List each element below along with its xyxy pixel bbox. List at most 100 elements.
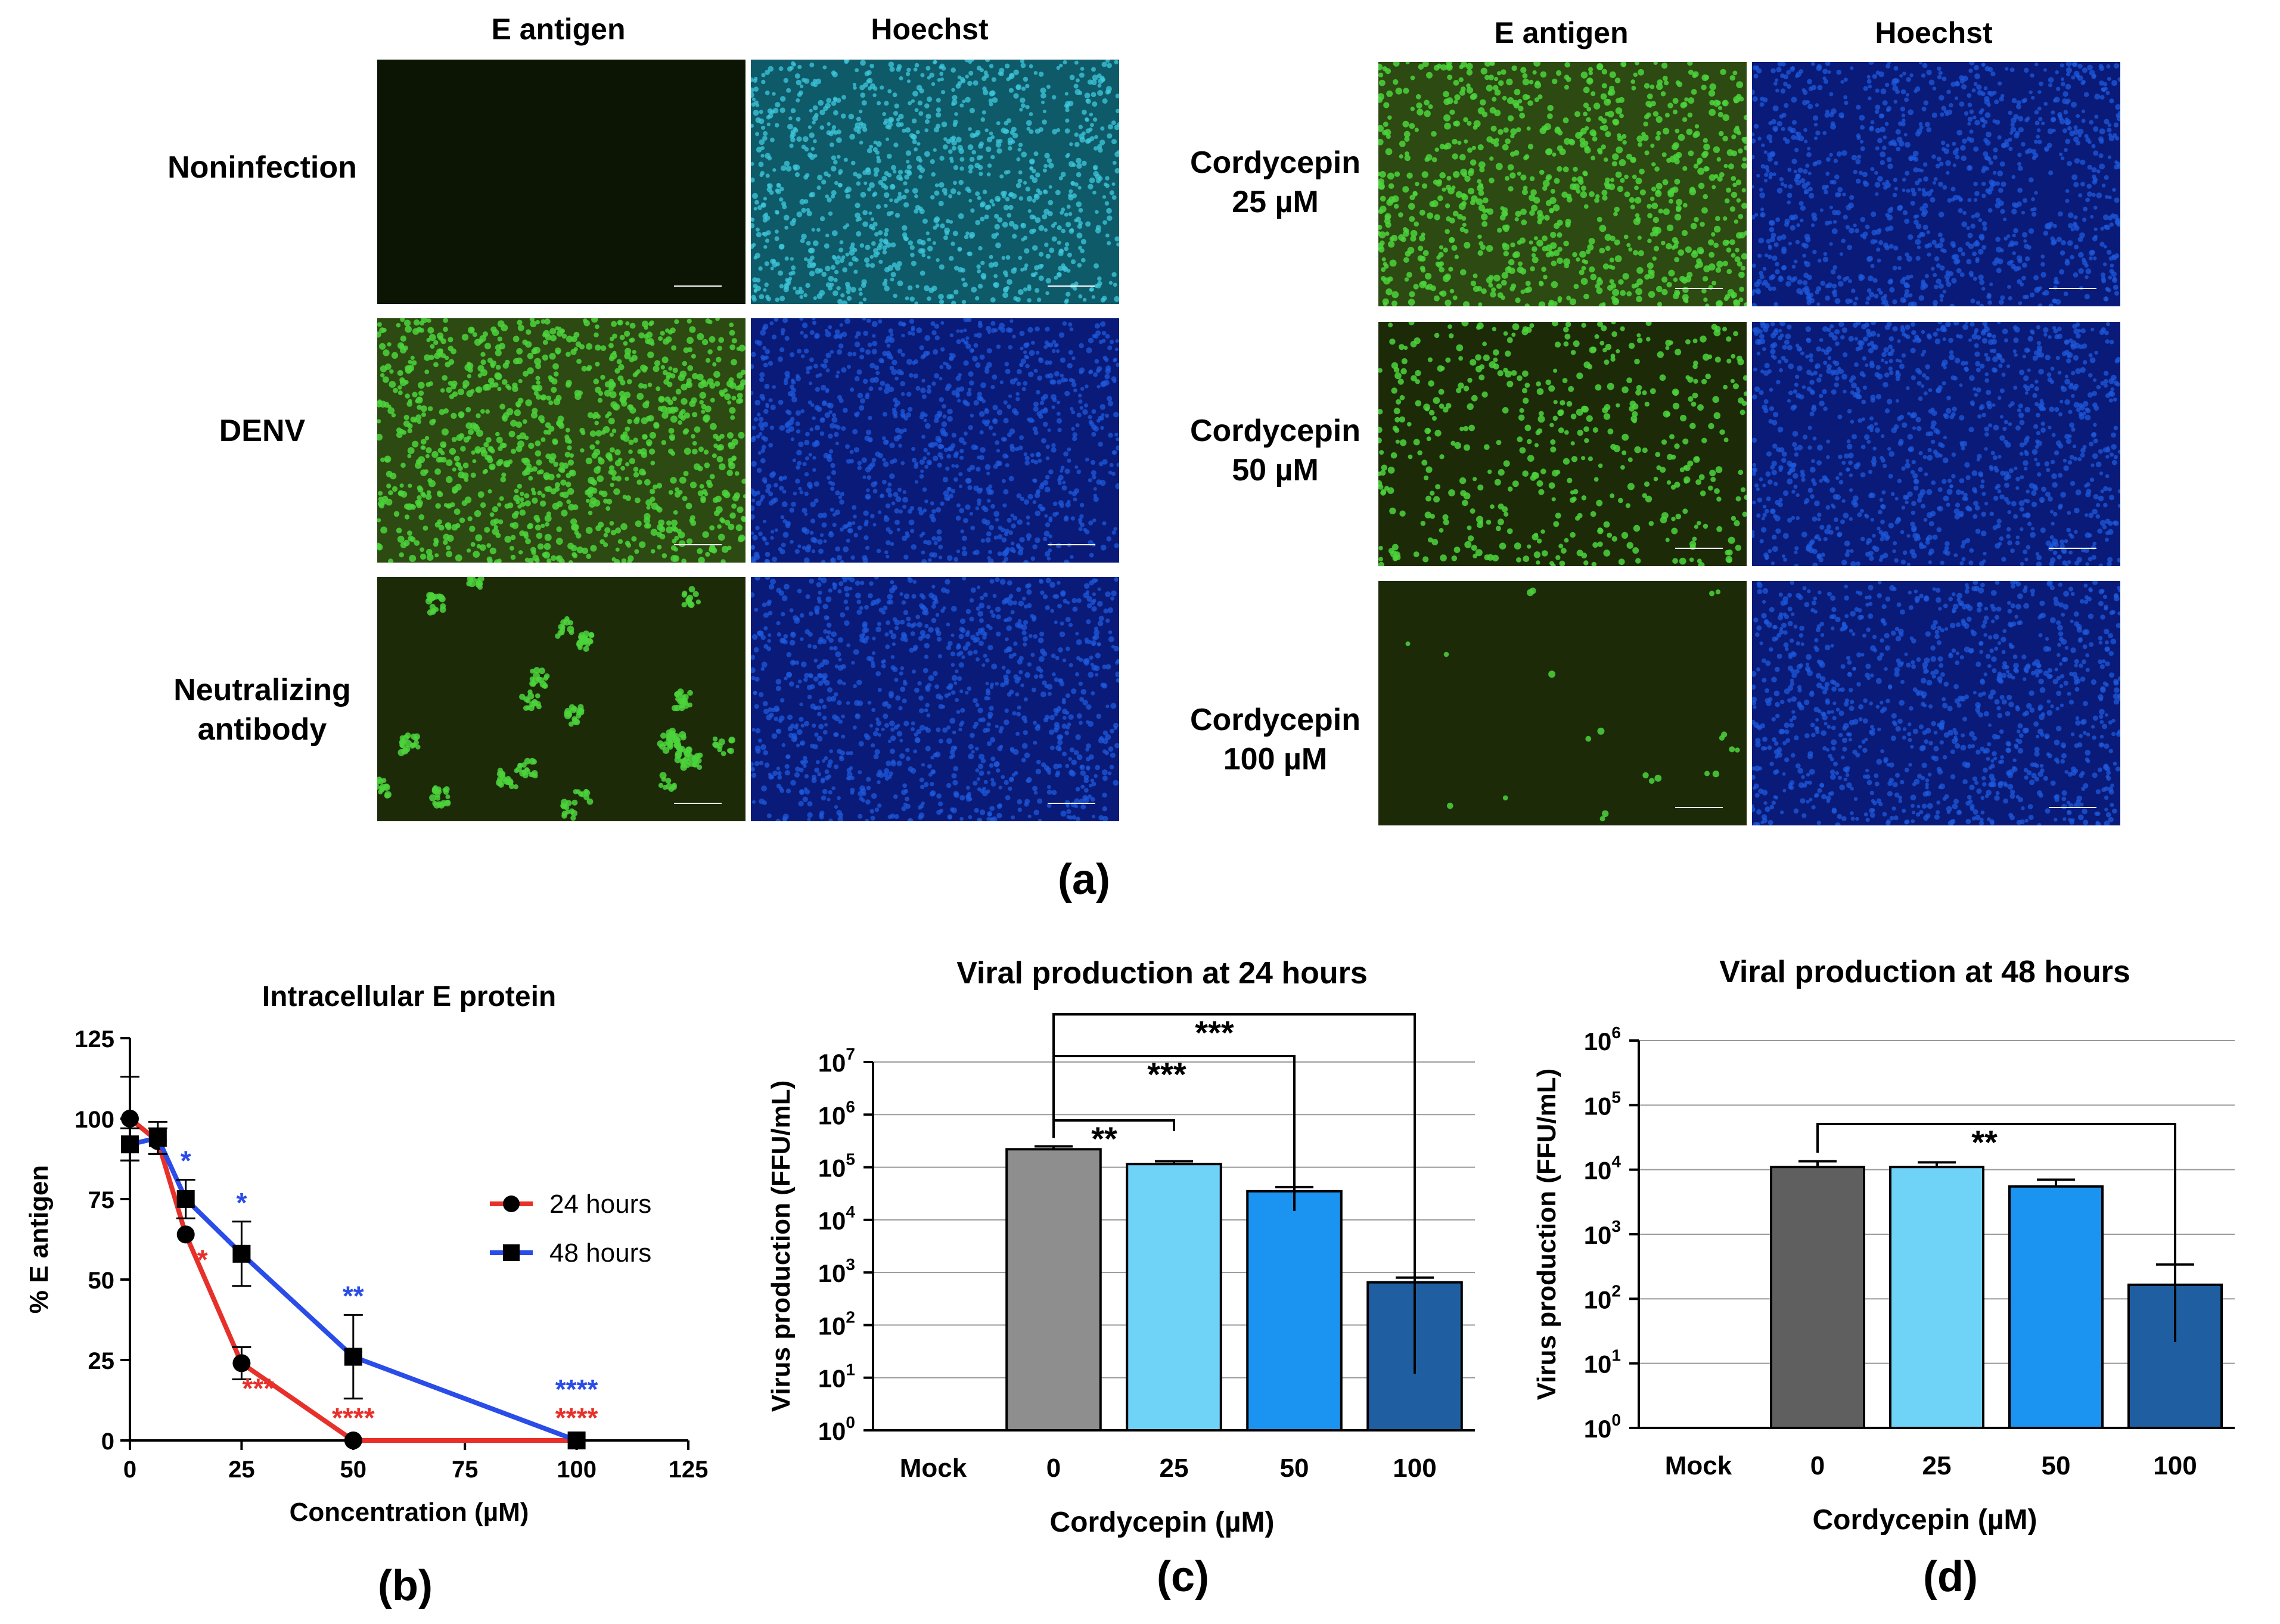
nucleus [751, 773, 757, 778]
infected-cell [541, 395, 546, 400]
nucleus [965, 504, 970, 510]
nucleus [1035, 511, 1040, 517]
nucleus [866, 488, 869, 492]
nucleus [822, 716, 827, 721]
nucleus [954, 266, 959, 271]
infected-cell [480, 409, 485, 414]
nucleus [948, 641, 953, 646]
nucleus [992, 418, 998, 424]
infected-cell [638, 333, 644, 339]
nucleus [1063, 659, 1066, 662]
nucleus [1043, 594, 1048, 599]
nucleus [830, 508, 834, 512]
nucleus [827, 623, 832, 628]
nucleus [950, 808, 954, 812]
nucleus [826, 368, 830, 372]
nucleus [817, 706, 822, 710]
nucleus [968, 199, 972, 203]
nucleus [754, 761, 759, 766]
nucleus [830, 487, 834, 491]
nucleus [889, 530, 893, 534]
nucleus [964, 235, 969, 240]
nucleus [824, 359, 828, 364]
nucleus [911, 721, 915, 725]
infected-cell [437, 448, 443, 454]
nucleus [1039, 632, 1044, 636]
infected-cell [605, 414, 609, 418]
nucleus [837, 349, 842, 355]
nucleus [779, 425, 785, 431]
nucleus [1075, 734, 1081, 740]
nucleus [900, 666, 905, 670]
infected-cell [697, 753, 703, 759]
infected-cell [1654, 166, 1660, 172]
nucleus [759, 799, 765, 805]
nucleus [827, 687, 833, 693]
infected-cell [400, 336, 406, 341]
nucleus [835, 329, 840, 334]
nucleus [868, 212, 872, 215]
nucleus [763, 288, 766, 292]
nucleus [803, 678, 807, 682]
nucleus [753, 86, 759, 92]
infected-cell [445, 362, 451, 368]
nucleus [871, 816, 875, 821]
infected-cell [509, 431, 515, 437]
nucleus [781, 201, 786, 206]
nucleus [946, 365, 952, 370]
infected-cell [473, 551, 480, 558]
nucleus [991, 781, 996, 787]
nucleus [940, 77, 944, 81]
nucleus [897, 528, 900, 532]
nucleus [763, 197, 767, 200]
nucleus [967, 392, 972, 397]
nucleus [771, 530, 774, 533]
nucleus [853, 725, 857, 729]
nucleus [831, 470, 836, 475]
infected-cell [442, 428, 449, 436]
nucleus [796, 410, 801, 415]
nucleus [874, 167, 880, 173]
infected-cell [542, 355, 548, 361]
nucleus [823, 629, 828, 634]
nucleus [1024, 499, 1029, 505]
nucleus [832, 125, 836, 129]
nucleus [1045, 684, 1048, 688]
nucleus [766, 647, 771, 651]
nucleus [1084, 788, 1089, 793]
nucleus [959, 690, 963, 693]
nucleus [865, 467, 871, 473]
infected-cell [378, 545, 382, 549]
nucleus [753, 110, 759, 116]
nucleus [895, 695, 900, 701]
infected-cell [729, 330, 735, 336]
nucleus [866, 777, 871, 782]
nucleus [840, 240, 844, 244]
infected-cell [569, 808, 575, 814]
nucleus [903, 610, 908, 615]
nucleus [899, 510, 903, 514]
nucleus [952, 780, 958, 785]
nucleus [970, 209, 974, 213]
infected-cell [519, 432, 526, 439]
nucleus [759, 377, 764, 382]
infected-cell [1610, 257, 1614, 262]
infected-cell [697, 333, 704, 340]
nucleus [924, 413, 928, 417]
infected-cell [403, 421, 410, 427]
nucleus [873, 523, 877, 527]
nucleus [1088, 79, 1093, 85]
nucleus [763, 626, 768, 631]
infected-cell [566, 499, 571, 504]
nucleus [892, 501, 896, 505]
nucleus [855, 68, 859, 72]
nucleus [930, 159, 935, 164]
infected-cell [610, 447, 615, 452]
nucleus [754, 101, 759, 105]
infected-cell [681, 384, 687, 390]
nucleus [862, 221, 868, 227]
nucleus [1043, 190, 1046, 193]
nucleus [1048, 428, 1051, 432]
infected-cell [1665, 113, 1670, 117]
nucleus [902, 322, 906, 327]
